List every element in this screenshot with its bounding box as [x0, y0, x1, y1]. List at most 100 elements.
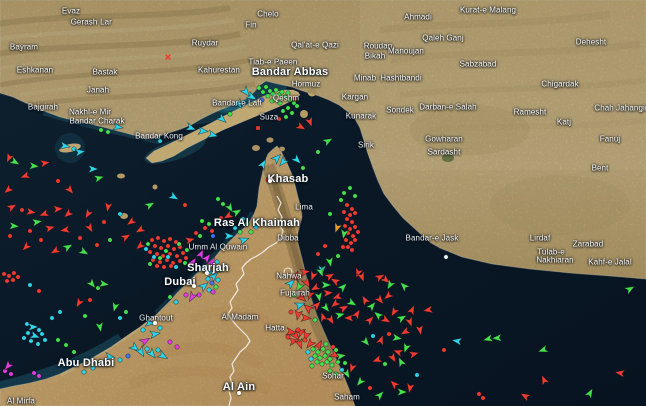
vessel-marker-d[interactable] — [176, 241, 182, 247]
vessel-marker-a[interactable] — [372, 309, 385, 322]
vessel-marker-a[interactable] — [94, 320, 104, 333]
vessel-marker-d[interactable] — [105, 129, 111, 135]
vessel-marker-d[interactable] — [367, 385, 373, 391]
vessel-marker-d[interactable] — [155, 347, 161, 353]
vessel-marker-a[interactable] — [300, 313, 313, 322]
vessel-marker-d[interactable] — [173, 264, 179, 270]
vessel-marker-s[interactable] — [323, 341, 329, 347]
vessel-marker-d[interactable] — [327, 211, 333, 217]
vessel-marker-d[interactable] — [305, 349, 311, 355]
vessel-marker-d[interactable] — [154, 263, 160, 269]
vessel-marker-d[interactable] — [174, 344, 180, 350]
vessel-marker-d[interactable] — [349, 219, 355, 225]
vessel-marker-a[interactable] — [85, 277, 98, 290]
vessel-marker-d[interactable] — [315, 251, 321, 257]
vessel-marker-a[interactable] — [365, 300, 378, 313]
vessel-marker-d[interactable] — [39, 331, 45, 337]
vessel-marker-a[interactable] — [324, 255, 334, 268]
vessel-marker-d[interactable] — [270, 91, 276, 97]
vessel-marker-d[interactable] — [476, 391, 482, 397]
vessel-marker-a[interactable] — [347, 361, 358, 374]
vessel-marker-d[interactable] — [325, 349, 331, 355]
vessel-marker-d[interactable] — [330, 344, 336, 350]
vessel-marker-d[interactable] — [294, 103, 300, 109]
vessel-marker-d[interactable] — [155, 235, 161, 241]
vessel-marker-d[interactable] — [317, 355, 323, 361]
vessel-marker-d[interactable] — [276, 92, 282, 98]
vessel-marker-a[interactable] — [304, 337, 317, 350]
vessel-marker-d[interactable] — [183, 292, 189, 298]
vessel-marker-a[interactable] — [300, 276, 312, 289]
vessel-marker-a[interactable] — [128, 341, 141, 354]
vessel-marker-d[interactable] — [352, 193, 358, 199]
vessel-marker-a[interactable] — [58, 140, 71, 150]
vessel-marker-a[interactable] — [379, 313, 392, 325]
vessel-marker-d[interactable] — [90, 365, 96, 371]
vessel-marker-d[interactable] — [123, 309, 129, 315]
vessel-marker-d[interactable] — [260, 89, 266, 95]
vessel-marker-d[interactable] — [210, 233, 216, 239]
vessel-marker-a[interactable] — [8, 221, 21, 230]
vessel-marker-d[interactable] — [173, 299, 179, 305]
vessel-marker-d[interactable] — [97, 359, 103, 365]
vessel-marker-d[interactable] — [157, 138, 163, 144]
vessel-marker-a[interactable] — [97, 278, 110, 288]
vessel-marker-d[interactable] — [253, 224, 259, 230]
vessel-marker-d[interactable] — [202, 225, 208, 231]
vessel-marker-d[interactable] — [154, 251, 160, 257]
vessel-marker-a[interactable] — [583, 387, 595, 400]
vessel-marker-d[interactable] — [240, 216, 246, 222]
vessel-marker-a[interactable] — [290, 153, 303, 166]
vessel-marker-d[interactable] — [320, 346, 326, 352]
vessel-marker-a[interactable] — [92, 173, 105, 184]
vessel-marker-d[interactable] — [480, 395, 486, 401]
vessel-marker-d[interactable] — [312, 317, 318, 323]
vessel-marker-a[interactable] — [404, 315, 415, 328]
vessel-marker-d[interactable] — [193, 230, 199, 236]
vessel-marker-d[interactable] — [165, 254, 171, 260]
vessel-marker-d[interactable] — [182, 202, 188, 208]
vessel-marker-d[interactable] — [205, 276, 211, 282]
vessel-marker-d[interactable] — [209, 280, 215, 286]
vessel-marker-d[interactable] — [24, 321, 30, 327]
vessel-marker-a[interactable] — [388, 378, 401, 391]
vessel-marker-d[interactable] — [280, 108, 286, 114]
vessel-marker-d[interactable] — [184, 247, 190, 253]
vessel-marker-a[interactable] — [519, 390, 532, 403]
vessel-marker-a[interactable] — [8, 155, 21, 167]
vessel-marker-a[interactable] — [73, 296, 86, 309]
vessel-marker-d[interactable] — [10, 277, 16, 283]
vessel-marker-a[interactable] — [205, 256, 217, 269]
vessel-marker-d[interactable] — [441, 347, 447, 353]
vessel-marker-d[interactable] — [285, 105, 291, 111]
vessel-marker-d[interactable] — [147, 249, 153, 255]
vessel-marker-d[interactable] — [287, 97, 293, 103]
vessel-marker-a[interactable] — [222, 209, 235, 221]
vessel-marker-d[interactable] — [347, 185, 353, 191]
vessel-marker-d[interactable] — [36, 373, 42, 379]
vessel-marker-d[interactable] — [338, 197, 344, 203]
vessel-marker-a[interactable] — [294, 120, 307, 132]
vessel-marker-a[interactable] — [145, 347, 158, 360]
vessel-marker-a[interactable] — [320, 280, 333, 290]
vessel-marker-a[interactable] — [537, 344, 550, 355]
vessel-marker-d[interactable] — [342, 223, 348, 229]
vessel-marker-d[interactable] — [282, 94, 288, 100]
vessel-marker-a[interactable] — [143, 199, 156, 212]
vessel-marker-a[interactable] — [396, 387, 409, 397]
vessel-marker-d[interactable] — [167, 294, 173, 300]
vessel-marker-a[interactable] — [2, 183, 15, 196]
vessel-marker-a[interactable] — [334, 351, 347, 362]
vessel-marker-a[interactable] — [59, 224, 72, 234]
vessel-marker-d[interactable] — [443, 254, 449, 260]
vessel-marker-d[interactable] — [140, 327, 146, 333]
vessel-marker-d[interactable] — [27, 282, 33, 288]
vessel-marker-a[interactable] — [340, 367, 352, 380]
vessel-marker-a[interactable] — [144, 318, 157, 327]
vessel-marker-d[interactable] — [7, 233, 13, 239]
vessel-marker-d[interactable] — [167, 339, 173, 345]
vessel-marker-a[interactable] — [20, 240, 33, 253]
vessel-marker-d[interactable] — [382, 361, 388, 367]
vessel-marker-a[interactable] — [19, 170, 32, 181]
vessel-marker-d[interactable] — [312, 353, 318, 359]
